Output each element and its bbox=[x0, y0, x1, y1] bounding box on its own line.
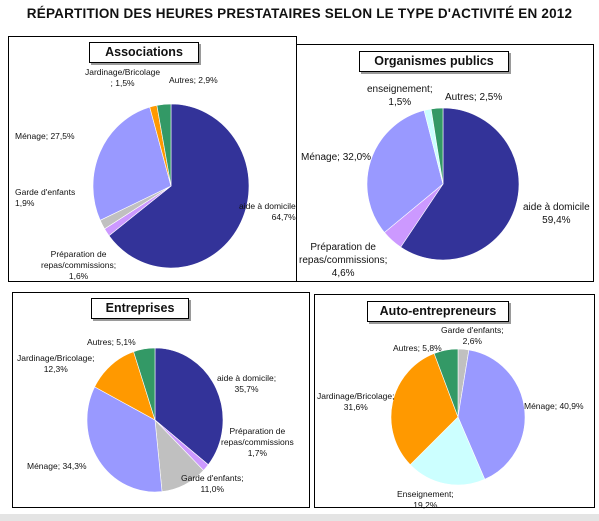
slice-label-line: 64,7% bbox=[271, 212, 296, 222]
pie-slice-enseignement bbox=[409, 416, 486, 486]
slice-label-preparation-de-repas-commissions: Préparation de repas/commissions; 4,6% bbox=[299, 241, 387, 280]
slice-label-menage: Ménage; 40,9% bbox=[524, 401, 584, 412]
slice-label-line: Ménage; 40,9% bbox=[524, 401, 584, 411]
slice-label-enseignement: Enseignement; 19,2% bbox=[397, 489, 454, 511]
pie-chart-entreprises bbox=[86, 347, 224, 493]
slice-label-line: 2,6% bbox=[462, 336, 482, 346]
slice-label-line: repas/commissions; bbox=[299, 255, 388, 266]
slice-label-line: 35,7% bbox=[234, 384, 259, 394]
slice-label-line: repas/commissions; bbox=[41, 260, 117, 270]
slice-label-line: 1,6% bbox=[68, 271, 89, 281]
slice-label-line: aide à domicile; bbox=[217, 373, 277, 383]
pie-slice-menage bbox=[366, 110, 444, 233]
slice-label-aide-a-domicile: aide à domicile 64,7% bbox=[239, 201, 296, 223]
slice-label-line: enseignement; bbox=[367, 84, 433, 95]
slice-label-autres: Autres; 5,8% bbox=[393, 343, 442, 354]
pie-slice-menage bbox=[457, 349, 526, 480]
panel-title-auto-entrepreneurs: Auto-entrepreneurs bbox=[367, 301, 509, 322]
slice-label-line: Autres; 5,1% bbox=[87, 337, 136, 347]
panel-title-organismes-publics: Organismes publics bbox=[359, 51, 509, 72]
slice-label-line: Jardinage/Bricolage; bbox=[317, 391, 395, 401]
slice-label-line: 59,4% bbox=[542, 215, 571, 226]
slice-label-garde-d-enfants: Garde d'enfants; 11,0% bbox=[181, 473, 244, 495]
slice-label-line: Jardinage/Bricolage bbox=[85, 67, 161, 77]
pie-slice-autres bbox=[156, 103, 172, 187]
panel-organismes-publics: Organismes publics aide à domicile 59,4% P… bbox=[296, 44, 594, 282]
pie-chart-associations bbox=[92, 103, 250, 269]
slice-label-line: Préparation de bbox=[229, 426, 286, 436]
main-title: RÉPARTITION DES HEURES PRESTATAIRES SELO… bbox=[26, 6, 573, 21]
slice-label-line: Ménage; 32,0% bbox=[301, 152, 372, 163]
panel-title-entreprises: Entreprises bbox=[91, 298, 189, 319]
slice-label-line: Ménage; 27,5% bbox=[15, 131, 75, 141]
slice-label-line: ; 1,5% bbox=[110, 78, 135, 88]
pie-chart-organismes-publics bbox=[366, 107, 520, 261]
slice-label-jardinage-bricolage: Jardinage/Bricolage; 12,3% bbox=[17, 353, 95, 375]
slice-label-line: aide à domicile bbox=[523, 202, 590, 213]
slice-label-enseignement: enseignement; 1,5% bbox=[367, 83, 433, 109]
slice-label-line: 31,6% bbox=[343, 402, 368, 412]
slice-label-line: Garde d'enfants; bbox=[441, 325, 504, 335]
pie-slice-autres bbox=[430, 107, 444, 185]
pie-slice-autres bbox=[133, 347, 156, 421]
panel-entreprises: Entreprises aide à domicile; 35,7% Prépara… bbox=[12, 292, 310, 508]
pie-slice-menage bbox=[92, 106, 172, 221]
pie-slice-aide-a-domicile bbox=[108, 103, 250, 269]
slice-label-line: 1,7% bbox=[247, 448, 268, 458]
slice-label-jardinage-bricolage: Jardinage/Bricolage; 31,6% bbox=[317, 391, 395, 413]
slice-label-aide-a-domicile: aide à domicile 59,4% bbox=[523, 201, 590, 227]
slice-label-line: 19,2% bbox=[413, 500, 438, 510]
slice-label-preparation-de-repas-commissions: Préparation de repas/commissions 1,7% bbox=[221, 426, 294, 459]
slice-label-autres: Autres; 5,1% bbox=[87, 337, 136, 348]
slice-label-line: Jardinage/Bricolage; bbox=[17, 353, 95, 363]
slice-label-line: Garde d'enfants bbox=[15, 187, 76, 197]
slice-label-garde-d-enfants: Garde d'enfants 1,9% bbox=[15, 187, 75, 209]
slice-label-menage: Ménage; 34,3% bbox=[27, 461, 87, 472]
bottom-strip bbox=[0, 514, 599, 521]
panel-associations: Associations aide à domicile 64,7% Prépara… bbox=[8, 36, 297, 282]
pie-slice-menage bbox=[86, 386, 163, 493]
slice-label-line: Autres; 5,8% bbox=[393, 343, 442, 353]
slice-label-line: Préparation de bbox=[310, 242, 376, 253]
slice-label-menage: Ménage; 27,5% bbox=[15, 131, 75, 142]
slice-label-autres: Autres; 2,9% bbox=[169, 75, 218, 86]
slice-label-line: Autres; 2,5% bbox=[445, 92, 503, 103]
slice-label-line: aide à domicile bbox=[239, 201, 296, 211]
slice-label-line: Garde d'enfants; bbox=[181, 473, 244, 483]
slice-label-line: 4,6% bbox=[331, 268, 355, 279]
slice-label-line: 12,3% bbox=[43, 364, 68, 374]
slice-label-autres: Autres; 2,5% bbox=[445, 91, 502, 104]
slice-label-jardinage-bricolage: Jardinage/Bricolage; 1,5% bbox=[85, 67, 160, 89]
slice-label-preparation-de-repas-commissions: Préparation de repas/commissions; 1,6% bbox=[41, 249, 116, 282]
slice-label-line: repas/commissions bbox=[221, 437, 294, 447]
slice-label-aide-a-domicile: aide à domicile; 35,7% bbox=[217, 373, 276, 395]
pie-slice-autres bbox=[433, 348, 459, 418]
slice-label-line: 11,0% bbox=[200, 484, 225, 494]
pie-slice-aide-a-domicile bbox=[400, 107, 520, 261]
pie-slice-jardinage-bricolage bbox=[390, 353, 459, 466]
slice-label-line: Autres; 2,9% bbox=[169, 75, 218, 85]
slice-label-line: 1,9% bbox=[15, 198, 35, 208]
panel-auto-entrepreneurs: Auto-entrepreneurs Garde d'enfants; 2,6% M… bbox=[314, 294, 595, 511]
slice-label-garde-d-enfants: Garde d'enfants; 2,6% bbox=[441, 325, 504, 347]
pie-chart-auto-entrepreneurs bbox=[390, 348, 526, 486]
slice-label-line: 1,5% bbox=[388, 97, 412, 108]
panel-title-associations: Associations bbox=[89, 42, 199, 63]
slice-label-line: Ménage; 34,3% bbox=[27, 461, 87, 471]
slice-label-line: Enseignement; bbox=[397, 489, 454, 499]
slice-label-line: Préparation de bbox=[50, 249, 107, 259]
pie-slice-aide-a-domicile bbox=[154, 347, 224, 466]
slice-label-menage: Ménage; 32,0% bbox=[301, 151, 371, 164]
